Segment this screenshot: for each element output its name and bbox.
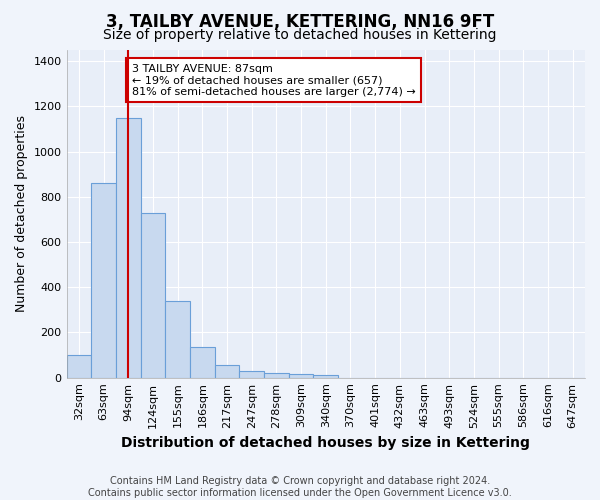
Bar xyxy=(313,376,338,378)
Text: 3, TAILBY AVENUE, KETTERING, NN16 9FT: 3, TAILBY AVENUE, KETTERING, NN16 9FT xyxy=(106,12,494,30)
Bar xyxy=(116,118,140,378)
Bar xyxy=(67,355,91,378)
Y-axis label: Number of detached properties: Number of detached properties xyxy=(15,116,28,312)
Text: Size of property relative to detached houses in Kettering: Size of property relative to detached ho… xyxy=(103,28,497,42)
Bar xyxy=(239,371,264,378)
Bar xyxy=(91,184,116,378)
Bar xyxy=(264,372,289,378)
X-axis label: Distribution of detached houses by size in Kettering: Distribution of detached houses by size … xyxy=(121,436,530,450)
Bar xyxy=(140,212,165,378)
Text: Contains HM Land Registry data © Crown copyright and database right 2024.
Contai: Contains HM Land Registry data © Crown c… xyxy=(88,476,512,498)
Bar xyxy=(165,301,190,378)
Text: 3 TAILBY AVENUE: 87sqm
← 19% of detached houses are smaller (657)
81% of semi-de: 3 TAILBY AVENUE: 87sqm ← 19% of detached… xyxy=(132,64,416,97)
Bar xyxy=(289,374,313,378)
Bar xyxy=(190,347,215,378)
Bar xyxy=(215,366,239,378)
